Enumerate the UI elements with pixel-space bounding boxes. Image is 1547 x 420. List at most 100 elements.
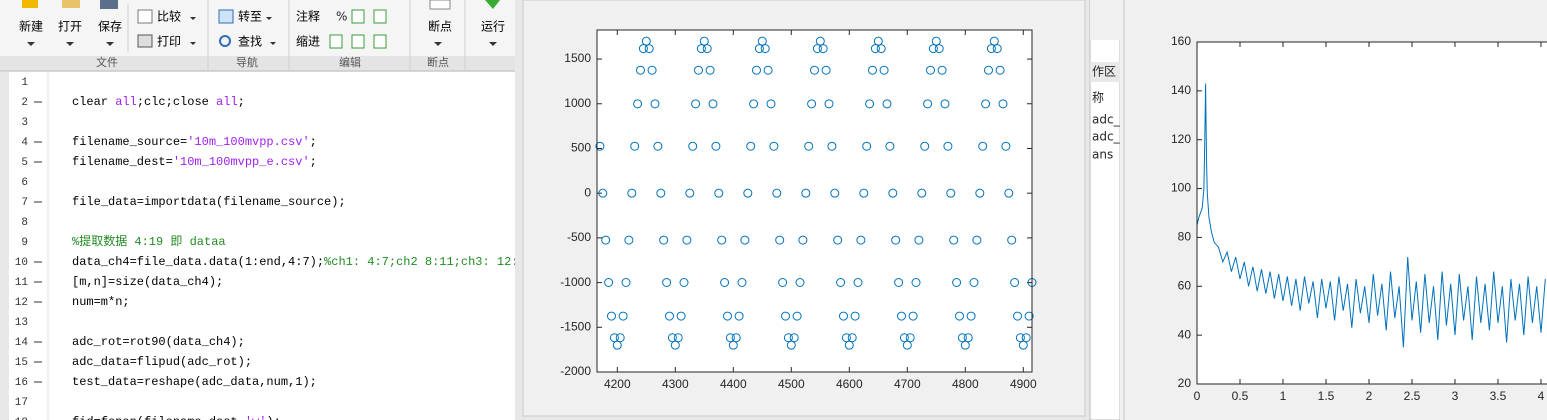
code-line: adc_data=flipud(adc_rot); (72, 355, 252, 369)
point (624, 235, 634, 245)
point (798, 235, 808, 245)
point (992, 44, 1002, 54)
point (995, 65, 1005, 75)
line-number: 14 (15, 337, 29, 349)
button-label[interactable]: 断点 (428, 19, 452, 34)
point (879, 65, 889, 75)
button-label[interactable]: 转至 (238, 9, 262, 24)
toolstrip (0, 0, 515, 56)
point (1013, 311, 1022, 321)
button-label[interactable]: 新建 (19, 19, 43, 34)
point (627, 188, 637, 198)
code-line: filename_dest='10m_100mvpp_e.csv'; (72, 155, 317, 169)
point (807, 99, 817, 109)
editor[interactable] (0, 72, 515, 420)
toolstrip-sections (0, 56, 515, 71)
code-line: adc_rot=rot90(data_ch4); (72, 335, 245, 349)
point (949, 235, 959, 245)
workspace-title: 作区 (1092, 65, 1116, 79)
point (743, 188, 753, 198)
point (691, 99, 701, 109)
point (891, 235, 901, 245)
section-label: 编辑 (339, 55, 361, 69)
point (868, 65, 877, 75)
point (905, 333, 915, 343)
line-number: 3 (21, 117, 28, 129)
point (659, 235, 669, 245)
button-label[interactable]: 运行 (481, 20, 505, 34)
y-tick-label: 1000 (564, 96, 591, 110)
point (946, 188, 956, 198)
x-tick-label: 4800 (952, 377, 979, 391)
point (818, 44, 828, 54)
button-label[interactable]: 注释 (296, 9, 320, 24)
point (766, 99, 776, 109)
workspace-item[interactable]: adc_ (1092, 130, 1121, 144)
button-label[interactable]: 比较 (157, 9, 181, 24)
workspace-column: 称 (1092, 91, 1104, 105)
point (714, 188, 724, 198)
point (943, 141, 953, 151)
workspace-item[interactable]: ans (1092, 148, 1113, 162)
point (665, 311, 674, 321)
x-tick-label: 4600 (836, 377, 863, 391)
code-token: ; (238, 95, 245, 109)
workspace-item[interactable]: adc_ (1092, 113, 1121, 127)
point (937, 65, 947, 75)
point (653, 141, 663, 151)
point (682, 235, 692, 245)
point (720, 277, 730, 287)
button-label[interactable]: 打开 (58, 20, 82, 34)
y-tick-label: 1500 (564, 51, 591, 65)
x-tick-label: 4 (1538, 389, 1545, 403)
point (621, 277, 631, 287)
button-label[interactable]: 保存 (98, 20, 122, 34)
point (705, 65, 715, 75)
point (656, 188, 666, 198)
point (662, 277, 672, 287)
x-tick-label: 4700 (894, 377, 921, 391)
code-token: num=m*n; (72, 295, 130, 309)
point (737, 277, 747, 287)
point (775, 235, 785, 245)
svg-text:%: % (336, 10, 347, 24)
point (1001, 141, 1011, 151)
point (702, 44, 712, 54)
line-number: 18 (15, 417, 28, 420)
point (769, 141, 779, 151)
line-number: 17 (15, 397, 28, 409)
plot-area (597, 30, 1032, 372)
y-tick-label: 140 (1171, 83, 1191, 97)
point (1010, 277, 1020, 287)
button-label[interactable]: 查找 (238, 35, 262, 49)
point (781, 311, 790, 321)
y-tick-label: 100 (1171, 181, 1191, 195)
toolstrip-icons: % (22, 0, 500, 70)
point (679, 277, 689, 287)
point (734, 311, 744, 321)
code-line: [m,n]=size(data_ch4); (72, 275, 223, 289)
point (778, 277, 788, 287)
button-label[interactable]: 打印 (157, 35, 181, 49)
point (833, 235, 843, 245)
button-label[interactable]: 缩进 (296, 34, 320, 49)
point (894, 277, 904, 287)
code-token: ; (310, 155, 317, 169)
point (601, 235, 611, 245)
point (795, 277, 805, 287)
y-tick-label: -1500 (560, 319, 591, 333)
code-token: ;clc;close (137, 95, 216, 109)
code-token: data_ch4=file_data.data(1:end,4:7); (72, 255, 324, 269)
point (723, 311, 732, 321)
point (917, 188, 927, 198)
x-tick-label: 0 (1194, 389, 1201, 403)
point (650, 99, 660, 109)
code-token: '10m_100mvpp.csv' (187, 135, 309, 149)
point (972, 235, 982, 245)
point (966, 311, 976, 321)
editor-margin (0, 72, 9, 420)
y-tick-label: 40 (1178, 327, 1192, 341)
code-token: test_data=reshape(adc_data,num,1); (72, 375, 317, 389)
point (749, 99, 759, 109)
